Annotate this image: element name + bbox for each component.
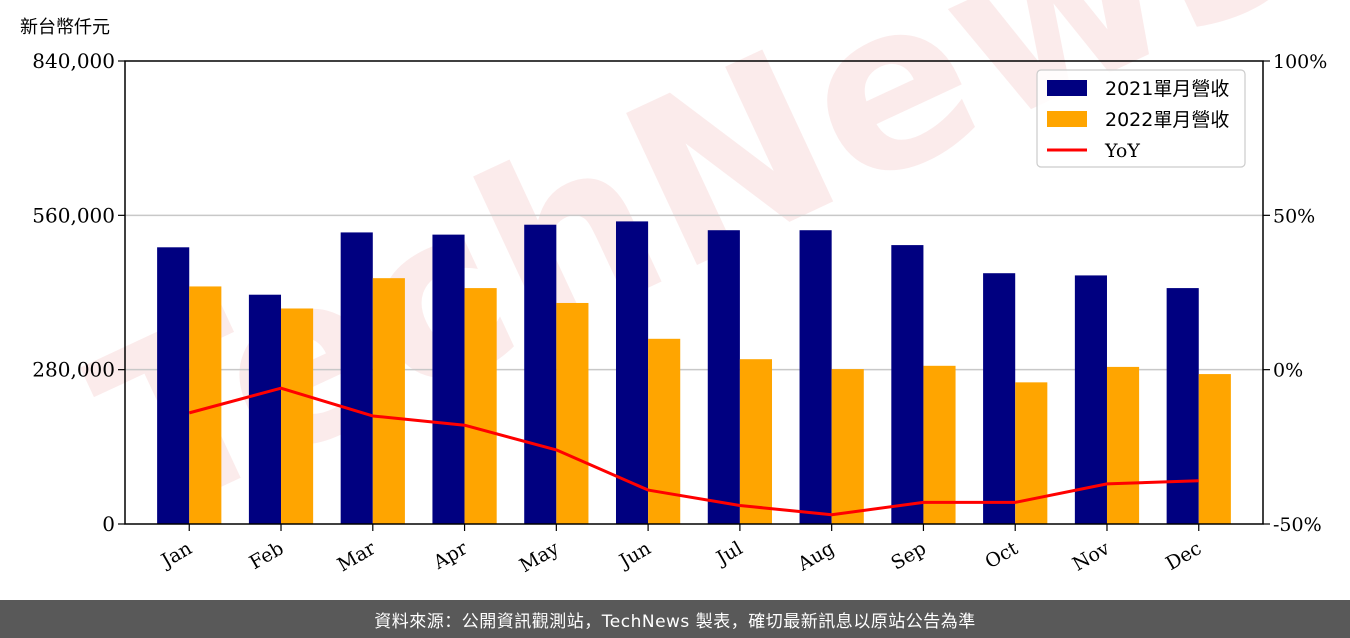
x-tick-label-aug: Aug	[793, 537, 838, 576]
bar-series1-apr	[432, 234, 465, 524]
x-tick-label-sep: Sep	[887, 537, 930, 574]
legend-label-1: 2021單月營收	[1105, 78, 1229, 100]
right-tick-label: -50%	[1273, 514, 1322, 536]
right-tick-label: 50%	[1273, 205, 1315, 227]
bar-series2-jul	[739, 359, 773, 524]
bar-series1-may	[524, 224, 557, 525]
bar-series1-oct	[983, 273, 1016, 524]
y-axis-unit-label: 新台幣仟元	[20, 17, 110, 38]
right-tick-label: 100%	[1273, 51, 1327, 73]
legend-box	[1036, 69, 1246, 168]
x-tick-label-jul: Jul	[711, 537, 746, 570]
source-footer: 資料來源：公開資訊觀測站，TechNews 製表，確切最新訊息以原站公告為準	[0, 600, 1350, 638]
bar-series1-aug	[799, 230, 832, 525]
bar-series2-apr	[464, 288, 497, 524]
x-tick-label-mar: Mar	[334, 537, 380, 576]
x-tick-label-oct: Oct	[981, 537, 1022, 573]
bar-series2-mar	[372, 278, 405, 524]
bar-series1-jul	[707, 230, 740, 525]
yoy-line	[188, 386, 1199, 517]
bar-series2-feb	[281, 308, 314, 524]
chart-area: TechNews 新台幣仟元 0 280,000 560,000 840,000 -50%…	[20, 0, 1334, 577]
bar-series1-dec	[1166, 288, 1199, 524]
plot-frame	[124, 60, 1264, 525]
bar-series2-aug	[831, 369, 864, 524]
left-tick-label: 0	[102, 512, 115, 536]
bar-series1-sep	[891, 245, 924, 524]
revenue-chart: TechNews 新台幣仟元0280,000560,000840,000-50%…	[20, 0, 1334, 577]
bar-series2-jun	[648, 338, 681, 524]
bar-series1-nov	[1074, 275, 1107, 524]
x-tick-label-may: May	[516, 537, 563, 577]
legend-label-2: 2022單月營收	[1105, 109, 1229, 131]
bar-series2-may	[556, 302, 589, 524]
bar-series1-jan	[157, 247, 190, 525]
left-tick-label: 840,000	[32, 49, 115, 73]
left-tick-label: 560,000	[32, 203, 115, 227]
bar-series2-nov	[1106, 366, 1140, 524]
x-tick-label-jun: Jun	[614, 537, 655, 573]
x-tick-label-apr: Apr	[429, 537, 472, 574]
x-tick-label-nov: Nov	[1069, 537, 1114, 576]
bar-series1-feb	[248, 294, 282, 524]
x-tick-label-feb: Feb	[246, 537, 288, 574]
legend-label-3: YoY	[1104, 140, 1140, 162]
x-tick-label-dec: Dec	[1162, 537, 1205, 575]
footer-text: 資料來源：公開資訊觀測站，TechNews 製表，確切最新訊息以原站公告為準	[374, 611, 976, 632]
bar-series1-mar	[340, 232, 373, 525]
bar-series2-dec	[1198, 374, 1231, 524]
bar-series1-jun	[615, 221, 649, 524]
right-tick-label: 0%	[1273, 360, 1303, 382]
left-tick-label: 280,000	[32, 358, 115, 382]
legend-swatch-2	[1047, 111, 1087, 127]
bar-series2-sep	[923, 365, 956, 524]
legend-swatch-1	[1047, 80, 1087, 96]
